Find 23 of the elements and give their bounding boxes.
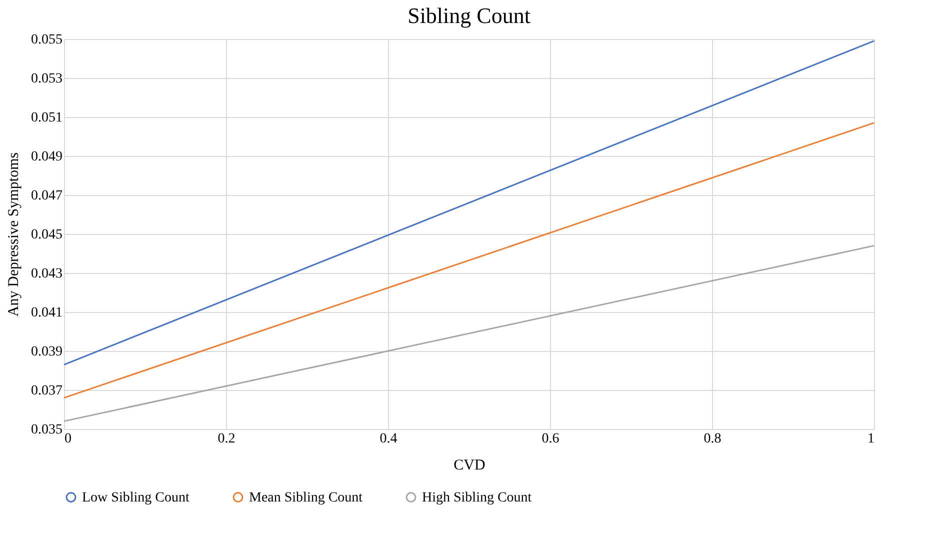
y-tick-label: 0.049 — [31, 150, 62, 164]
y-tick-label: 0.055 — [31, 32, 62, 48]
x-tick-label: 0.4 — [380, 432, 398, 446]
y-tick-label: 0.051 — [31, 110, 62, 126]
y-tick-label: 0.045 — [31, 228, 62, 242]
x-axis-title: CVD — [454, 458, 486, 474]
legend-label: Low Sibling Count — [82, 490, 190, 506]
x-tick-label: 0.2 — [218, 432, 236, 446]
x-tick-label: 0.6 — [542, 432, 560, 446]
y-tick-label: 0.043 — [31, 266, 62, 282]
x-tick-label: 0.8 — [704, 432, 722, 446]
y-tick-label: 0.039 — [31, 344, 62, 360]
chart-title: Sibling Count — [408, 3, 530, 28]
y-tick-label: 0.053 — [31, 72, 62, 86]
y-axis-title: Any Depressive Symptoms — [6, 152, 22, 317]
x-tick-label: 0 — [64, 432, 72, 446]
legend-label: Mean Sibling Count — [249, 490, 363, 506]
y-tick-label: 0.041 — [31, 306, 62, 320]
x-tick-label: 1 — [868, 432, 874, 446]
y-tick-label: 0.037 — [31, 384, 62, 398]
legend-label: High Sibling Count — [422, 490, 532, 506]
y-tick-label: 0.035 — [31, 422, 62, 438]
y-tick-label: 0.047 — [31, 188, 62, 204]
